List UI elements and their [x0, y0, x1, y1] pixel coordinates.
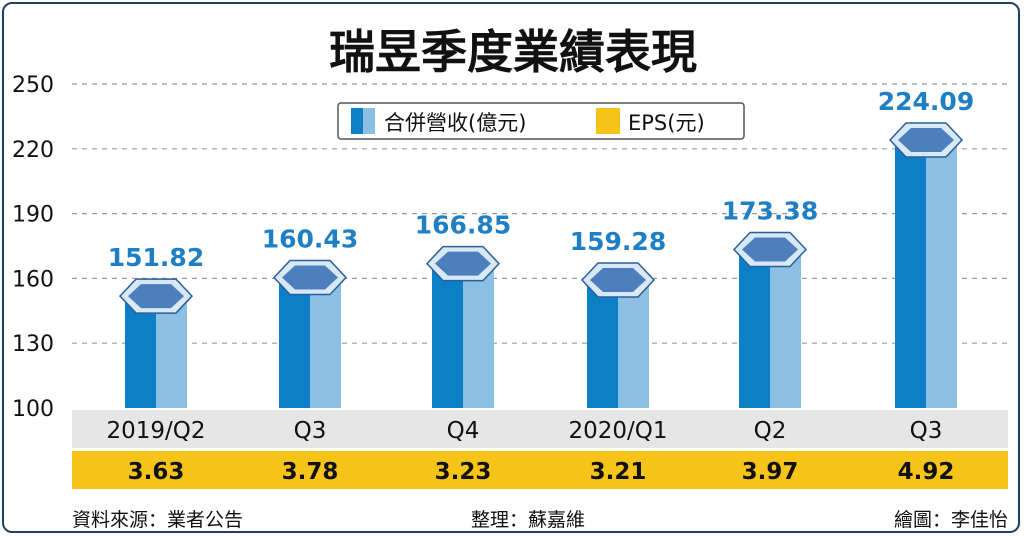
bar-value-label: 159.28 [570, 227, 666, 256]
eps-value-label: 3.21 [590, 459, 647, 485]
bar-group: 160.43 [262, 224, 358, 408]
y-tick-label: 130 [12, 332, 54, 357]
y-tick-label: 220 [12, 138, 54, 163]
bar-value-label: 160.43 [262, 224, 358, 253]
y-axis-ticks: 100 130 160 190 220 250 [12, 73, 54, 422]
category-label: 2020/Q1 [568, 418, 667, 444]
chart-title: 瑞昱季度業績表現 [329, 25, 697, 79]
bar-group: 151.82 [108, 243, 204, 408]
bar-dark-face [895, 139, 926, 408]
footer-artist: 繪圖：李佳怡 [894, 509, 1008, 531]
bar-group: 159.28 [570, 227, 666, 408]
bar-dark-face [587, 279, 618, 408]
bar-cap [435, 251, 491, 276]
bar-group: 173.38 [722, 196, 818, 408]
bar-value-label: 173.38 [722, 196, 818, 225]
bar-cap [128, 284, 184, 309]
eps-band [72, 451, 1008, 489]
bar-group: 224.09 [878, 87, 974, 408]
legend-swatch-revenue-dark [351, 108, 363, 134]
category-label: Q3 [294, 418, 327, 444]
bar-dark-face [432, 263, 463, 408]
bar-cap [282, 265, 338, 290]
y-tick-label: 100 [12, 397, 54, 422]
bar-light-face [463, 263, 494, 408]
revenue-bar-chart: 瑞昱季度業績表現 100 130 160 190 220 250 合併營收(億元) EPS… [12, 25, 1008, 531]
eps-value-label: 3.23 [435, 459, 492, 485]
category-label: 2019/Q2 [106, 418, 205, 444]
y-tick-label: 160 [12, 267, 54, 292]
legend: 合併營收(億元) EPS(元) [337, 102, 745, 140]
y-tick-label: 190 [12, 203, 54, 228]
bar-light-face [310, 277, 341, 408]
legend-label-eps: EPS(元) [628, 111, 705, 135]
footer-editor: 整理：蘇嘉維 [471, 509, 585, 531]
grid-lines [72, 83, 1008, 344]
bar-cap [590, 267, 646, 292]
bar-value-label: 166.85 [415, 211, 511, 240]
y-tick-label: 250 [12, 73, 54, 98]
legend-box [337, 102, 745, 140]
category-label: Q3 [910, 418, 943, 444]
eps-value-label: 3.78 [282, 459, 339, 485]
bar-dark-face [125, 296, 156, 408]
bar-cap [898, 127, 954, 152]
eps-labels: 3.63 3.78 3.23 3.21 3.97 4.92 [128, 459, 955, 485]
bar-dark-face [279, 277, 310, 408]
eps-value-label: 3.63 [128, 459, 185, 485]
bar-light-face [926, 139, 957, 408]
legend-swatch-revenue-light [363, 108, 375, 134]
category-label: Q2 [754, 418, 787, 444]
category-labels: 2019/Q2 Q3 Q4 2020/Q1 Q2 Q3 [106, 418, 942, 444]
eps-value-label: 3.97 [742, 459, 799, 485]
bar-light-face [156, 296, 187, 408]
bar-light-face [770, 249, 801, 408]
category-band [72, 410, 1008, 448]
bar-group: 166.85 [415, 211, 511, 408]
bar-light-face [618, 279, 649, 408]
bar-value-label: 151.82 [108, 243, 204, 272]
bar-dark-face [739, 249, 770, 408]
eps-value-label: 4.92 [898, 459, 955, 485]
legend-swatch-eps [596, 108, 620, 134]
category-label: Q4 [447, 418, 480, 444]
bar-cap [742, 237, 798, 262]
legend-label-revenue: 合併營收(億元) [384, 111, 526, 135]
bars: 151.82 160.43 166.85 159.28 173.38 224.09 [108, 87, 974, 408]
bar-value-label: 224.09 [878, 87, 974, 116]
footer-source: 資料來源：業者公告 [72, 509, 243, 531]
